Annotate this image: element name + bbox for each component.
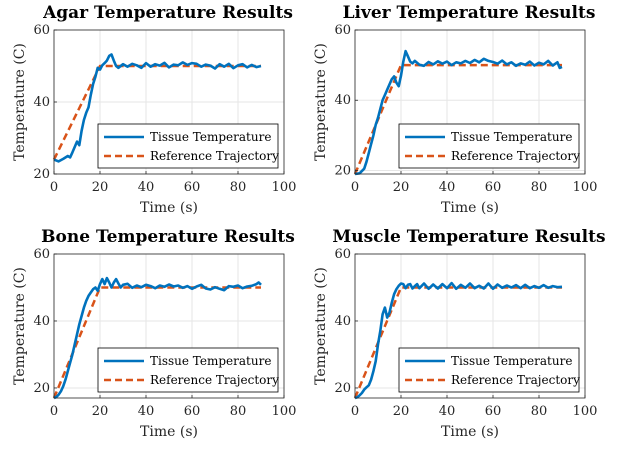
x-tick-label: 0 xyxy=(351,404,359,419)
x-tick-label: 100 xyxy=(573,180,598,195)
legend-label-tissue: Tissue Temperature xyxy=(451,354,572,368)
legend-label-tissue: Tissue Temperature xyxy=(150,354,271,368)
x-axis-label: Time (s) xyxy=(140,424,198,440)
x-axis-label: Time (s) xyxy=(441,424,499,440)
y-tick-label: 40 xyxy=(334,93,351,108)
x-tick-label: 100 xyxy=(272,180,297,195)
legend-label-tissue: Tissue Temperature xyxy=(451,130,572,144)
chart-title: Muscle Temperature Results xyxy=(332,227,605,247)
x-tick-label: 100 xyxy=(573,404,598,419)
legend: Tissue Temperature Reference Trajectory xyxy=(97,123,279,169)
x-tick-label: 60 xyxy=(485,404,502,419)
x-axis-label: Time (s) xyxy=(140,200,198,216)
x-tick-label: 20 xyxy=(393,404,410,419)
legend-box xyxy=(398,347,580,393)
tissue-temperature-line xyxy=(354,281,563,400)
y-tick-label: 60 xyxy=(33,247,50,262)
legend-box xyxy=(398,123,580,169)
legend-label-reference: Reference Trajectory xyxy=(150,149,279,163)
y-tick-label: 60 xyxy=(334,23,351,38)
y-tick-label: 60 xyxy=(33,23,50,38)
legend-box xyxy=(97,347,279,393)
x-tick-label: 60 xyxy=(485,180,502,195)
y-axis-label: Temperature (C) xyxy=(12,43,28,161)
x-tick-label: 100 xyxy=(272,404,297,419)
y-tick-label: 20 xyxy=(334,381,351,396)
legend: Tissue Temperature Reference Trajectory xyxy=(97,347,279,393)
x-tick-label: 80 xyxy=(531,180,548,195)
chart-title: Bone Temperature Results xyxy=(41,227,295,247)
x-tick-label: 60 xyxy=(184,404,201,419)
axes-box xyxy=(354,253,586,399)
tissue-temperature-line xyxy=(354,49,563,176)
tissue-temperature-line xyxy=(53,276,262,400)
x-tick-label: 0 xyxy=(50,404,58,419)
x-tick-label: 20 xyxy=(92,180,109,195)
x-tick-label: 40 xyxy=(138,180,155,195)
x-tick-label: 40 xyxy=(439,404,456,419)
x-tick-label: 20 xyxy=(393,180,410,195)
x-tick-label: 40 xyxy=(138,404,155,419)
legend-label-tissue: Tissue Temperature xyxy=(150,130,271,144)
chart-title: Agar Temperature Results xyxy=(42,3,293,23)
legend-box xyxy=(97,123,279,169)
y-tick-label: 20 xyxy=(33,381,50,396)
y-axis-label: Temperature (C) xyxy=(313,267,329,385)
legend: Tissue Temperature Reference Trajectory xyxy=(398,123,580,169)
x-tick-label: 80 xyxy=(531,404,548,419)
x-tick-label: 20 xyxy=(92,404,109,419)
axes-box xyxy=(53,253,285,399)
legend-label-reference: Reference Trajectory xyxy=(150,373,279,387)
x-axis-label: Time (s) xyxy=(441,200,499,216)
y-tick-label: 20 xyxy=(334,163,351,178)
y-axis-label: Temperature (C) xyxy=(313,43,329,161)
x-tick-label: 80 xyxy=(230,180,247,195)
reference-trajectory-line xyxy=(353,286,562,399)
y-tick-label: 60 xyxy=(334,247,351,262)
y-tick-label: 20 xyxy=(33,167,50,182)
axes-box xyxy=(354,29,586,175)
x-tick-label: 60 xyxy=(184,180,201,195)
y-axis-label: Temperature (C) xyxy=(12,267,28,385)
tissue-temperature-line xyxy=(53,53,262,163)
x-tick-label: 80 xyxy=(230,404,247,419)
x-tick-label: 0 xyxy=(50,180,58,195)
y-tick-label: 40 xyxy=(334,314,351,329)
y-tick-label: 40 xyxy=(33,95,50,110)
legend-label-reference: Reference Trajectory xyxy=(451,373,580,387)
x-tick-label: 40 xyxy=(439,180,456,195)
legend-label-reference: Reference Trajectory xyxy=(451,149,580,163)
x-tick-label: 0 xyxy=(351,180,359,195)
legend: Tissue Temperature Reference Trajectory xyxy=(398,347,580,393)
y-tick-label: 40 xyxy=(33,314,50,329)
chart-title: Liver Temperature Results xyxy=(343,3,596,23)
